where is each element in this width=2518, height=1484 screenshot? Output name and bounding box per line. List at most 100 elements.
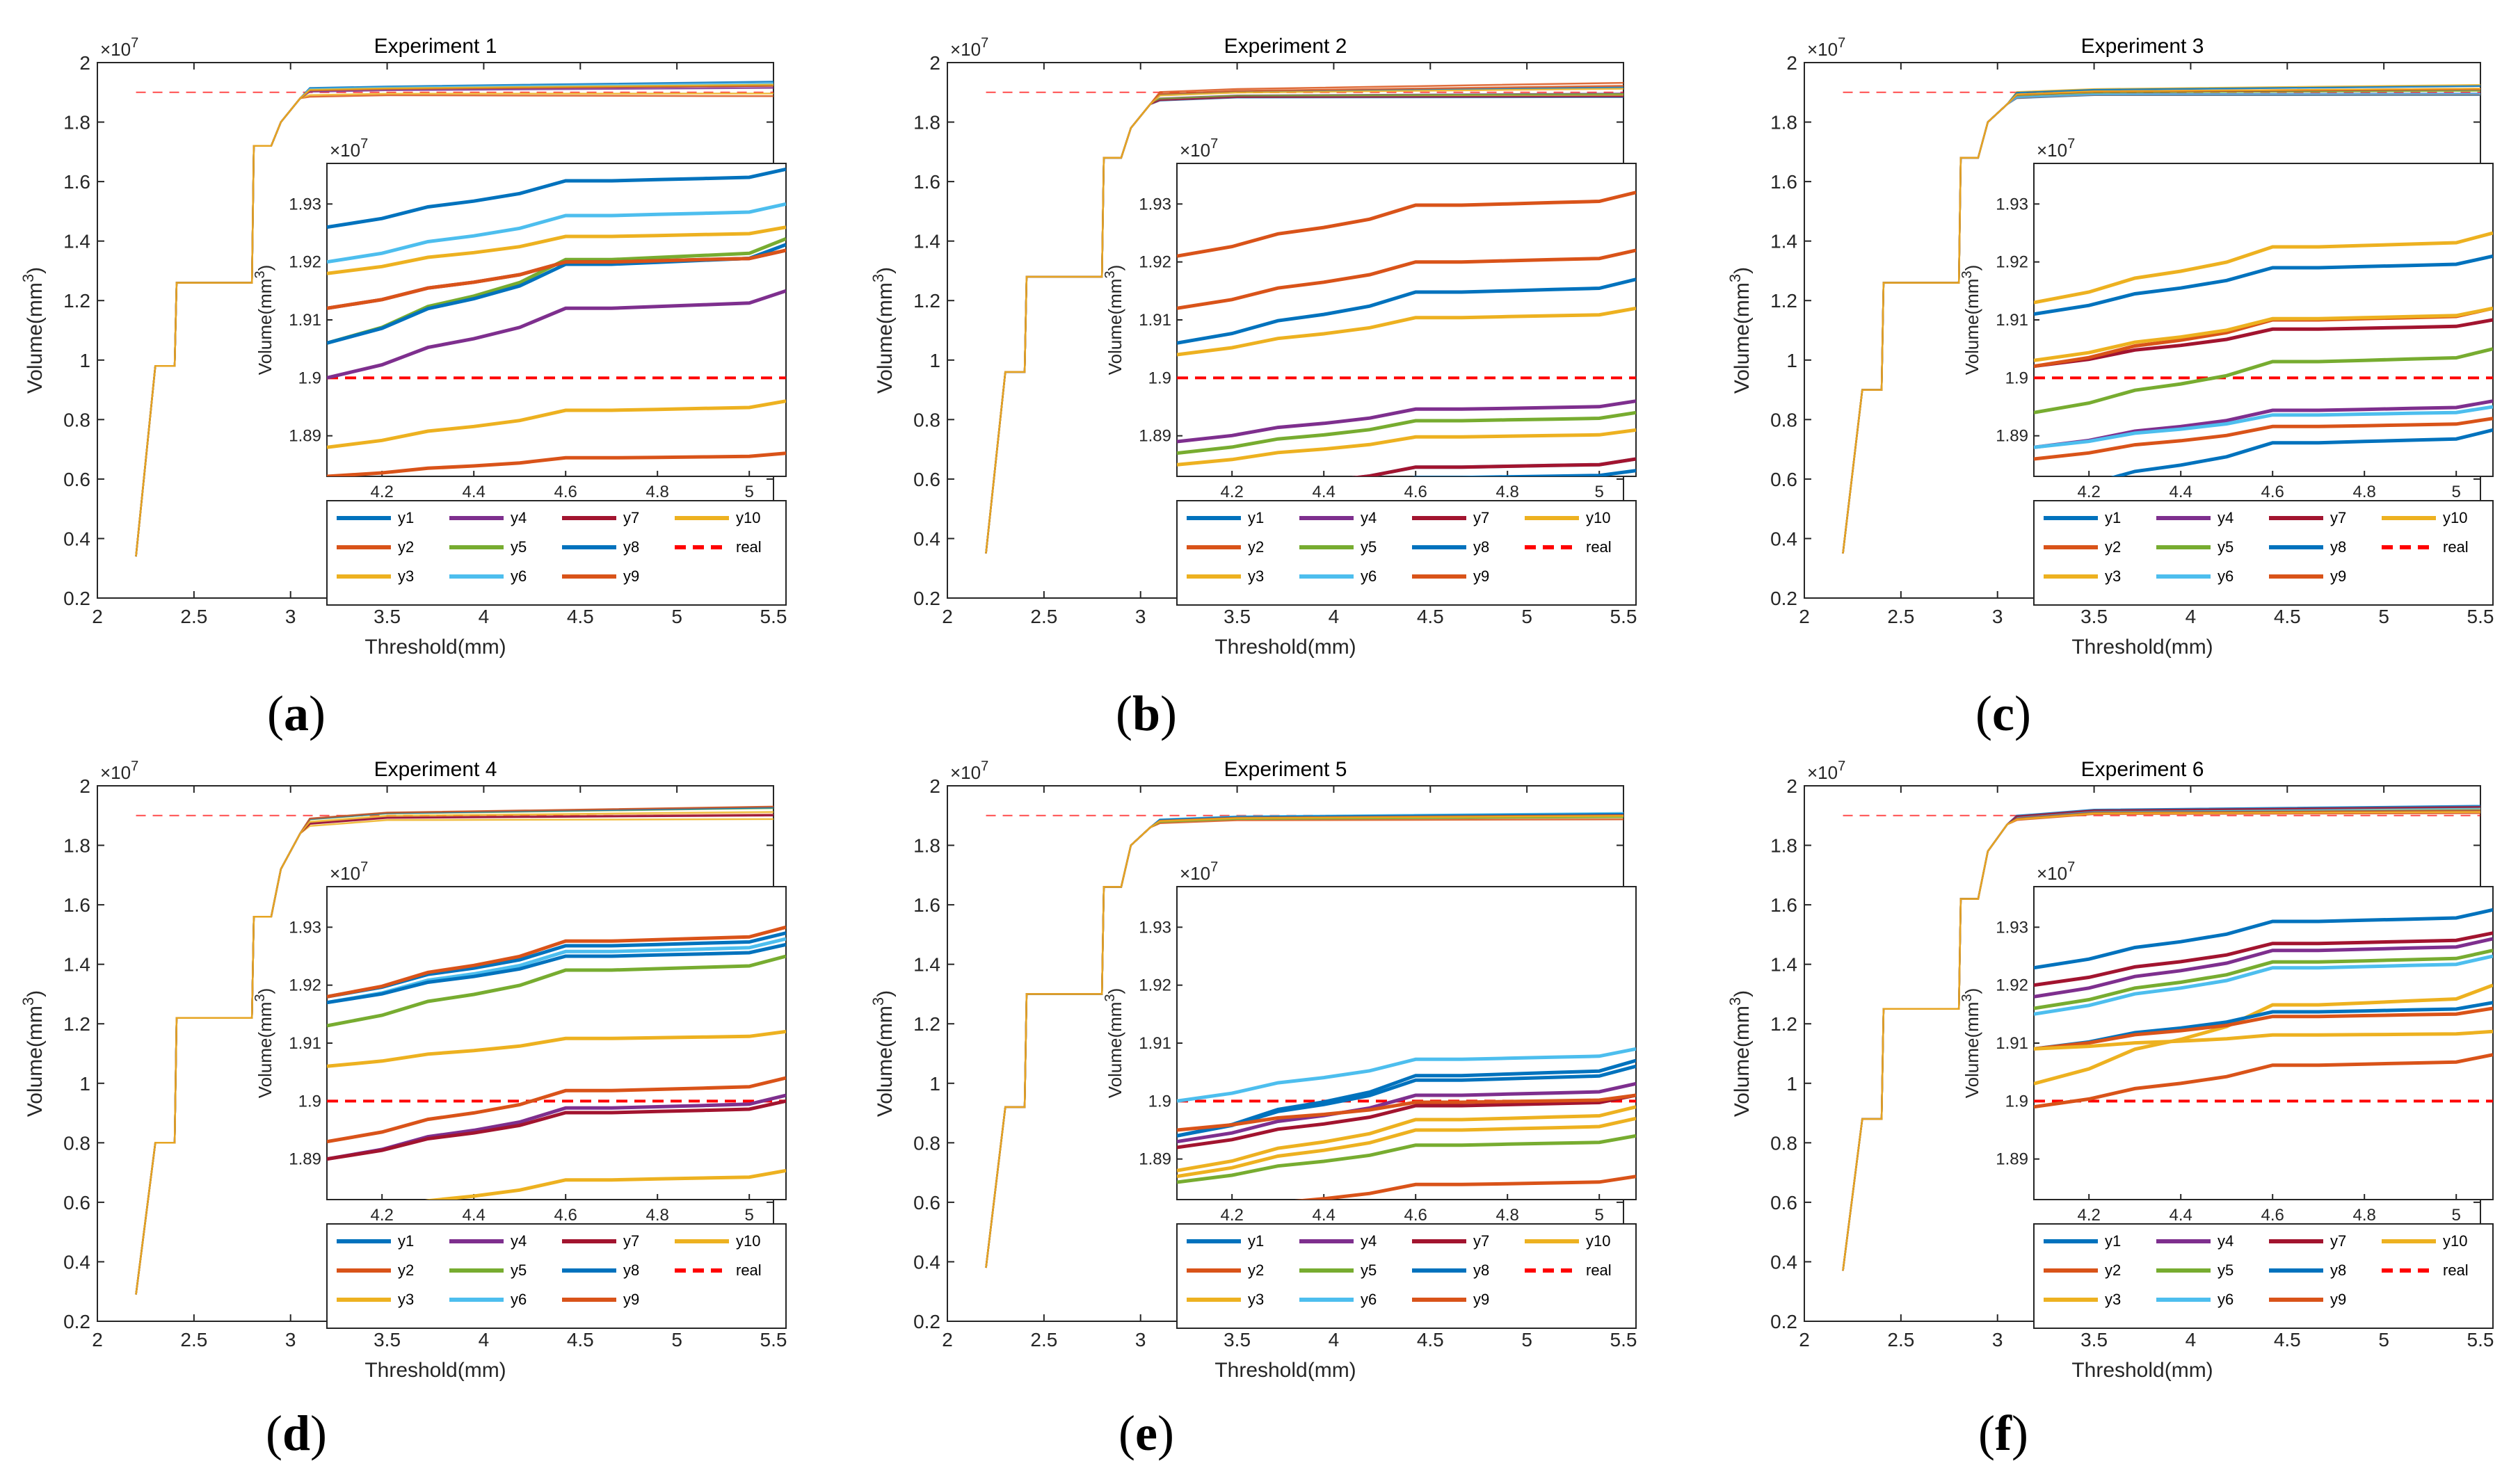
x-tick-label: 4: [2186, 606, 2197, 627]
x-tick-label: 2: [92, 1329, 103, 1350]
y-exponent: ×107: [950, 35, 988, 60]
legend-label-y8: y8: [623, 1261, 639, 1279]
y-tick-label: 1.6: [63, 894, 90, 916]
legend-label-y5: y5: [2218, 1261, 2234, 1279]
legend-label-y9: y9: [2330, 1291, 2346, 1308]
inset-x-tick-label: 4.4: [1313, 1206, 1336, 1225]
x-tick-label: 2.5: [1887, 606, 1914, 627]
inset-box: [2033, 886, 2494, 1200]
y-tick-label: 1.8: [63, 112, 90, 134]
legend: y1 y4 y7 y10 y2 y5 y8 real y3 y6 y9: [1176, 1223, 1637, 1329]
series-line-y10: [985, 88, 1624, 554]
x-tick-label: 3.5: [1224, 1329, 1251, 1350]
y-tick-label: 1: [1786, 350, 1797, 371]
legend-label-real: real: [736, 538, 762, 556]
y-tick-label: 1.2: [63, 1013, 90, 1035]
inset-series-y2: [2034, 1053, 2493, 1109]
y-tick-label: 1.8: [1770, 835, 1797, 857]
x-tick-label: 5.5: [2467, 606, 2494, 627]
series-line-y10: [1842, 88, 2481, 554]
inset-y-tick-label: 1.92: [289, 253, 321, 272]
x-tick-label: 5.5: [2467, 1329, 2494, 1350]
legend-label-y7: y7: [2330, 1232, 2346, 1250]
y-tick-label: 0.6: [1770, 469, 1797, 490]
inset-series-y9: [327, 925, 786, 999]
y-tick-label: 1: [929, 1073, 940, 1095]
legend-label-y5: y5: [511, 1261, 527, 1279]
inset-y-tick-label: 1.9: [298, 1092, 321, 1111]
x-tick-label: 4.5: [567, 606, 594, 627]
legend-label-y7: y7: [1473, 509, 1489, 526]
y-tick-label: 1.6: [913, 894, 940, 916]
x-tick-label: 4: [1329, 1329, 1340, 1350]
inset-x-tick-label: 4.4: [2170, 1206, 2192, 1225]
inset-y-tick-label: 1.9: [2005, 1092, 2028, 1111]
y-tick-label: 1.4: [913, 954, 940, 976]
legend-label-y6: y6: [511, 1291, 527, 1308]
chart-title: Experiment 1: [374, 35, 497, 58]
inset-x-tick-label: 4.8: [646, 483, 669, 501]
inset-series-y6: [2034, 405, 2493, 449]
legend-label-y1: y1: [1248, 1232, 1264, 1250]
legend-label-y4: y4: [511, 509, 527, 526]
inset-x-tick-label: 5: [2452, 483, 2461, 501]
legend-label-y3: y3: [2105, 1291, 2121, 1308]
y-axis-title: Volume(mm3): [1726, 990, 1754, 1117]
inset-series-y8: [327, 942, 786, 1005]
y-tick-label: 1.8: [913, 835, 940, 857]
inset-y-tick-label: 1.91: [289, 311, 321, 330]
inset-y-tick-label: 1.89: [1139, 1150, 1171, 1169]
legend-label-y9: y9: [623, 567, 639, 585]
y-axis-title: Volume(mm3): [869, 267, 897, 394]
legend-label-y10: y10: [2443, 1232, 2467, 1250]
inset-y-exponent: ×107: [330, 860, 368, 884]
x-tick-label: 5.5: [760, 606, 787, 627]
inset-x-tick-label: 4.2: [1221, 483, 1244, 501]
y-tick-label: 1.6: [913, 171, 940, 193]
y-tick-label: 1.8: [63, 835, 90, 857]
y-tick-label: 1.2: [1770, 290, 1797, 312]
x-tick-label: 5: [671, 606, 682, 627]
y-exponent: ×107: [100, 759, 138, 783]
inset-x-tick-label: 4.6: [2261, 483, 2284, 501]
inset-series-y8: [1177, 1064, 1636, 1138]
inset-x-tick-label: 4.8: [646, 1206, 669, 1225]
legend-label-y1: y1: [398, 1232, 414, 1250]
chart-panel-5: Experiment 5 ×107 2 2.5 3 3.5 4 4.5 5 5.5 0.2 0.4 0.…: [869, 758, 1637, 1461]
y-axis-title: Volume(mm3): [19, 990, 47, 1117]
y-axis-title: Volume(mm3): [19, 267, 47, 394]
inset-series-y7: [2034, 318, 2493, 369]
y-tick-label: 0.2: [63, 1311, 90, 1332]
x-tick-label: 3: [285, 606, 296, 627]
legend-label-y3: y3: [398, 567, 414, 585]
legend-label-y1: y1: [2105, 509, 2121, 526]
x-tick-label: 2: [1799, 606, 1810, 627]
inset-series-y1: [327, 167, 786, 229]
inset-y-tick-label: 1.91: [1139, 311, 1171, 330]
x-tick-label: 3: [1135, 606, 1146, 627]
x-tick-label: 4: [479, 1329, 490, 1350]
x-tick-label: 4.5: [567, 1329, 594, 1350]
inset-y-axis-title: Volume(mm3): [1959, 265, 1982, 376]
legend: y1 y4 y7 y10 y2 y5 y8 real y3 y6 y9: [326, 500, 787, 606]
x-tick-label: 2: [942, 606, 953, 627]
y-tick-label: 1.2: [63, 290, 90, 312]
inset-series-y7: [1352, 457, 1636, 476]
inset-series-y3: [424, 1168, 786, 1200]
legend-label-y8: y8: [2330, 538, 2346, 556]
x-tick-label: 3: [1992, 1329, 2003, 1350]
inset-x-tick-label: 5: [1595, 1206, 1604, 1225]
inset-x-tick-label: 4.4: [1313, 483, 1336, 501]
inset-series-y10: [2034, 1029, 2493, 1051]
inset-series-y9: [327, 248, 786, 310]
inset-plot: ×1074.24.44.64.851.891.91.911.921.93Thre…: [1959, 136, 2494, 522]
legend: y1 y4 y7 y10 y2 y5 y8 real y3 y6 y9: [326, 1223, 787, 1329]
inset-series-y3: [1177, 428, 1636, 467]
inset-y-tick-label: 1.93: [289, 918, 321, 937]
inset-y-tick-label: 1.91: [1996, 1034, 2028, 1053]
inset-series-y6: [1177, 1047, 1636, 1103]
inset-x-tick-label: 5: [745, 483, 754, 501]
y-tick-label: 2: [1786, 52, 1797, 74]
x-tick-label: 5: [671, 1329, 682, 1350]
